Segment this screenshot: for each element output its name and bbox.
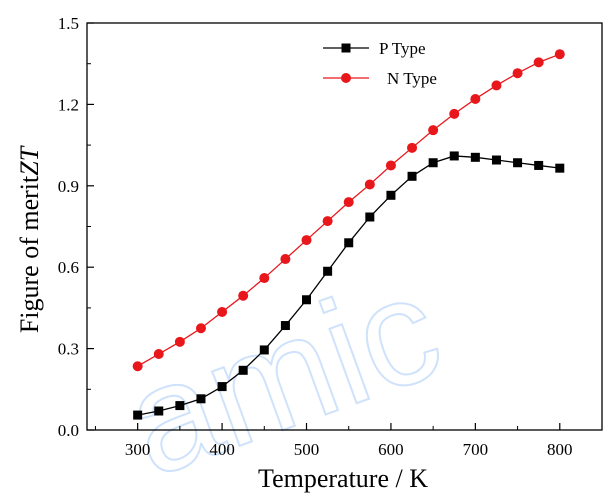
data-point <box>554 49 565 60</box>
y-tick-label: 0.0 <box>58 421 79 440</box>
data-point <box>491 155 501 165</box>
x-tick-label: 700 <box>463 440 489 459</box>
data-point <box>428 125 439 136</box>
data-point <box>491 80 502 91</box>
data-point <box>323 266 333 276</box>
data-point <box>534 160 544 170</box>
series-n-type <box>132 49 565 372</box>
data-point <box>407 142 418 153</box>
data-point <box>385 160 396 171</box>
y-axis-title: Figure of meritZT <box>15 145 44 333</box>
data-point <box>195 323 206 334</box>
data-point <box>238 290 249 301</box>
legend-label: N Type <box>387 69 437 88</box>
data-point <box>512 68 523 79</box>
data-point <box>175 401 185 411</box>
data-point <box>174 336 185 347</box>
data-point <box>154 406 164 416</box>
data-point <box>217 306 228 317</box>
x-tick-label: 400 <box>209 440 235 459</box>
y-axis-title-text: Figure of merit <box>15 175 44 333</box>
data-point <box>365 212 375 222</box>
legend-label: P Type <box>379 39 426 58</box>
y-axis: 0.0 0.3 0.6 0.9 1.2 1.5 <box>58 14 94 440</box>
data-point <box>132 361 143 372</box>
data-point <box>343 197 354 208</box>
data-point <box>153 349 164 360</box>
data-point <box>238 365 248 375</box>
x-tick-label: 600 <box>378 440 404 459</box>
data-point <box>280 254 291 265</box>
data-point <box>364 179 375 190</box>
data-point <box>217 382 227 392</box>
y-tick-label: 1.2 <box>58 95 79 114</box>
data-point <box>196 394 206 404</box>
legend-marker <box>341 73 351 83</box>
data-point <box>555 163 565 173</box>
x-tick-label: 500 <box>294 440 320 459</box>
data-point <box>449 151 459 161</box>
data-point <box>428 158 438 168</box>
data-point <box>470 93 481 104</box>
y-tick-label: 0.9 <box>58 177 79 196</box>
y-axis-title-italic: ZT <box>15 145 44 175</box>
legend-item: P Type <box>323 39 426 58</box>
x-tick-label: 800 <box>547 440 573 459</box>
data-point <box>449 108 460 119</box>
y-tick-label: 1.5 <box>58 14 79 33</box>
legend-marker <box>341 43 351 53</box>
data-point <box>280 321 290 331</box>
x-axis-title: Temperature / K <box>258 464 428 493</box>
y-tick-label: 0.6 <box>58 258 79 277</box>
data-point <box>386 190 396 200</box>
y-tick-label: 0.3 <box>58 340 79 359</box>
series-layer <box>132 49 565 420</box>
data-point <box>344 238 354 248</box>
legend: P Type N Type <box>323 39 437 88</box>
watermark-text: amic <box>105 242 460 495</box>
data-point <box>533 57 544 68</box>
data-point <box>259 273 270 284</box>
data-point <box>133 410 143 420</box>
watermark: amic <box>104 241 461 500</box>
x-axis: 300 400 500 600 700 800 <box>94 423 573 459</box>
series-p-type <box>133 151 565 420</box>
legend-item: N Type <box>323 69 437 88</box>
data-point <box>302 295 312 305</box>
data-point <box>407 171 417 181</box>
data-point <box>322 216 333 227</box>
data-point <box>470 152 480 162</box>
data-point <box>259 345 269 355</box>
x-tick-label: 300 <box>125 440 151 459</box>
data-point <box>301 235 312 246</box>
data-point <box>513 158 523 168</box>
